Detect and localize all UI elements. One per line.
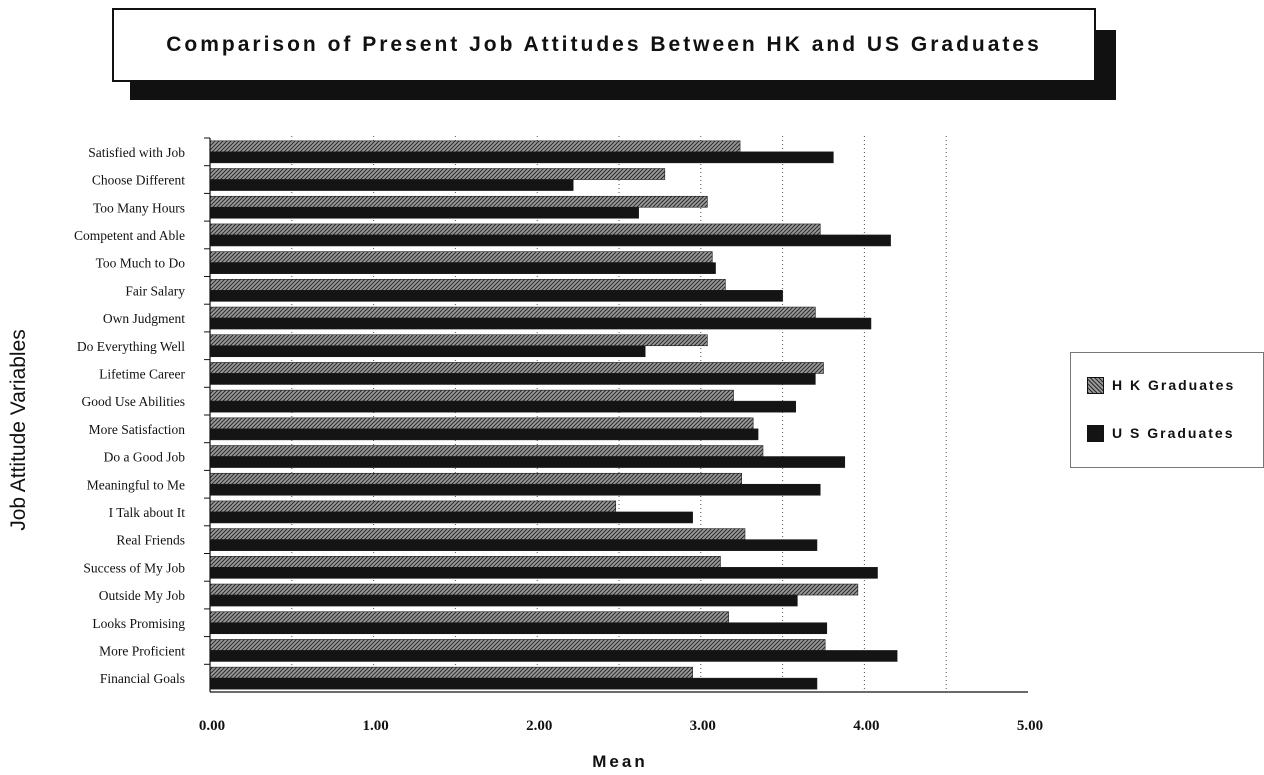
bar-hk bbox=[209, 639, 826, 651]
bar-us bbox=[209, 428, 759, 441]
category-label: More Satisfaction bbox=[89, 422, 186, 437]
category-label: Satisfied with Job bbox=[88, 145, 185, 160]
bar-us bbox=[209, 650, 898, 662]
category-label: Competent and Able bbox=[74, 228, 185, 243]
category-label: Real Friends bbox=[116, 533, 185, 548]
bar-hk bbox=[209, 251, 713, 263]
bar-hk bbox=[209, 223, 821, 236]
chart-title: Comparison of Present Job Attitudes Betw… bbox=[166, 33, 1042, 56]
bar-us bbox=[209, 400, 796, 413]
bar-hk bbox=[209, 389, 734, 402]
category-label: Success of My Job bbox=[83, 560, 185, 575]
bars bbox=[209, 140, 898, 690]
category-label: Too Many Hours bbox=[93, 200, 185, 215]
bar-hk bbox=[209, 279, 726, 291]
bar-us bbox=[209, 567, 878, 579]
gridlines bbox=[291, 136, 947, 692]
category-label: Meaningful to Me bbox=[87, 477, 185, 492]
category-label: Good Use Abilities bbox=[82, 394, 186, 409]
bar-hk bbox=[209, 528, 746, 540]
bar-hk bbox=[209, 611, 729, 624]
category-label: I Talk about It bbox=[109, 505, 186, 520]
bar-hk bbox=[209, 666, 693, 679]
legend-label-us: U S Graduates bbox=[1112, 425, 1235, 441]
category-label: Own Judgment bbox=[103, 311, 185, 326]
x-tick-label: 4.00 bbox=[853, 718, 879, 734]
category-label: Do a Good Job bbox=[104, 450, 186, 465]
bar-us bbox=[209, 234, 891, 247]
x-axis-title: Mean bbox=[592, 752, 648, 771]
category-label: Too Much to Do bbox=[96, 256, 186, 271]
legend-item-hk: H K Graduates bbox=[1087, 375, 1235, 395]
category-label: Choose Different bbox=[92, 173, 185, 188]
x-tick-label: 5.00 bbox=[1017, 718, 1043, 734]
bar-hk bbox=[209, 417, 754, 430]
bar-us bbox=[209, 290, 783, 302]
bar-hk bbox=[209, 334, 708, 347]
category-label: Outside My Job bbox=[99, 588, 186, 603]
bar-us bbox=[209, 179, 574, 191]
bar-us bbox=[209, 345, 646, 358]
bar-hk bbox=[209, 445, 764, 457]
bar-us bbox=[209, 622, 828, 635]
legend: H K Graduates U S Graduates bbox=[1070, 352, 1264, 468]
bar-us bbox=[209, 373, 816, 385]
category-label: Financial Goals bbox=[100, 671, 185, 686]
bar-us bbox=[209, 456, 846, 468]
bar-hk bbox=[209, 306, 816, 319]
x-tick-label: 0.00 bbox=[199, 718, 225, 734]
bar-hk bbox=[209, 168, 666, 180]
bar-hk bbox=[209, 140, 741, 153]
x-tick-label: 2.00 bbox=[526, 718, 552, 734]
bar-hk bbox=[209, 472, 743, 485]
category-label: Do Everything Well bbox=[77, 339, 185, 354]
bar-us bbox=[209, 511, 693, 524]
bar-us bbox=[209, 483, 821, 496]
bar-us bbox=[209, 151, 834, 164]
legend-swatch-hk bbox=[1087, 376, 1104, 394]
x-tick-label: 1.00 bbox=[362, 718, 388, 734]
bar-us bbox=[209, 677, 818, 690]
legend-item-us: U S Graduates bbox=[1087, 423, 1234, 443]
category-label: Fair Salary bbox=[125, 283, 185, 298]
category-label: More Proficient bbox=[99, 643, 185, 658]
bar-hk bbox=[209, 556, 721, 568]
category-label: Lifetime Career bbox=[99, 366, 185, 381]
bar-us bbox=[209, 262, 716, 274]
bar-us bbox=[209, 206, 639, 219]
bar-us bbox=[209, 539, 818, 551]
legend-swatch-us bbox=[1087, 424, 1104, 442]
bar-us bbox=[209, 594, 798, 607]
legend-label-hk: H K Graduates bbox=[1112, 377, 1236, 393]
bar-hk bbox=[209, 583, 859, 596]
labels: Satisfied with Job Choose Different Too Ma… bbox=[74, 145, 1043, 734]
category-label: Looks Promising bbox=[92, 616, 185, 631]
bar-hk bbox=[209, 195, 708, 208]
bar-hk bbox=[209, 500, 617, 513]
title-box: Comparison of Present Job Attitudes Betw… bbox=[112, 8, 1096, 82]
bar-us bbox=[209, 317, 872, 330]
bar-hk bbox=[209, 362, 824, 374]
x-tick-label: 3.00 bbox=[690, 718, 716, 734]
axes bbox=[204, 137, 1028, 693]
